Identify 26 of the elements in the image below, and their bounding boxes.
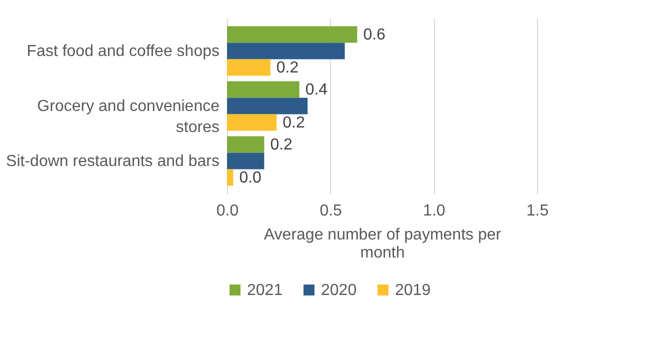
bar bbox=[227, 26, 358, 43]
data-label: 0.2 bbox=[270, 136, 293, 154]
legend-label: 2019 bbox=[395, 282, 431, 299]
legend-label: 2021 bbox=[247, 282, 283, 299]
x-tick-label: 0.5 bbox=[320, 202, 342, 220]
y-tick-label: Fast food and coffee shops bbox=[26, 43, 220, 60]
x-tick-label: 1.5 bbox=[526, 202, 549, 220]
data-label: 0.0 bbox=[239, 170, 262, 186]
bar bbox=[227, 136, 264, 153]
data-label: 0.2 bbox=[282, 114, 305, 132]
bar bbox=[227, 98, 308, 114]
data-label: 0.2 bbox=[276, 60, 299, 76]
bar bbox=[227, 169, 234, 186]
bar bbox=[227, 152, 264, 170]
y-tick-label: Sit-down restaurants and bars bbox=[6, 153, 220, 170]
x-tick-label: 0.0 bbox=[216, 202, 239, 220]
bar bbox=[227, 81, 300, 98]
legend-label: 2020 bbox=[321, 282, 357, 299]
bar bbox=[227, 114, 277, 131]
bar bbox=[227, 42, 345, 60]
data-label: 0.4 bbox=[305, 82, 328, 98]
x-axis-title: Average number of payments per month bbox=[264, 226, 502, 262]
data-label: 0.6 bbox=[363, 26, 386, 44]
bar bbox=[227, 59, 270, 76]
x-tick-label: 1.0 bbox=[423, 202, 446, 220]
y-tick-label: Grocery and convenience stores bbox=[37, 98, 220, 136]
